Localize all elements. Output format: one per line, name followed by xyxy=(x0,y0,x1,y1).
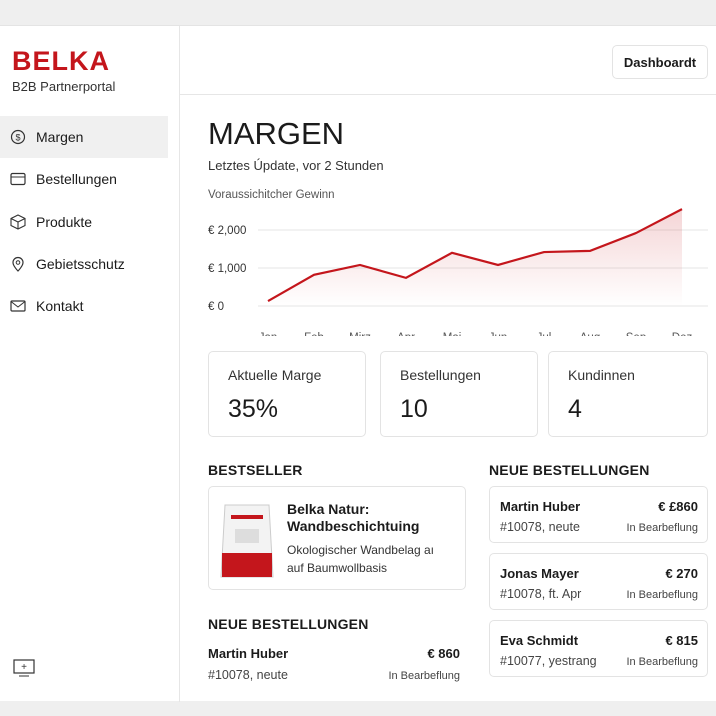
y-tick-label: € 2,000 xyxy=(208,225,246,237)
icon xyxy=(10,172,26,186)
order-name: Jonas Mayer xyxy=(500,566,579,581)
order-name: Martin Huber xyxy=(208,646,289,661)
header-divider xyxy=(180,94,716,95)
stat-value: 4 xyxy=(568,395,582,423)
stat-value: 35% xyxy=(228,395,279,423)
icon: $ xyxy=(10,129,26,145)
svg-text:+: + xyxy=(21,662,27,673)
order-status: In Bearbeflung xyxy=(626,656,698,668)
x-tick-label: Jun xyxy=(489,332,508,336)
bestseller-card[interactable]: Belka Natur: Wandbeschichtuing Okologisc… xyxy=(208,486,466,590)
section-heading: BESTSELLER xyxy=(208,462,303,478)
product-name: Belka Natur: Wandbeschichtuing xyxy=(287,501,420,534)
order-card[interactable]: Martin Huber € £860 #10078, neute In Bearbe… xyxy=(489,486,708,543)
order-meta: #10078, ft. Apr xyxy=(500,587,582,601)
x-tick-label: Jan xyxy=(259,332,278,336)
order-card[interactable]: Eva Schmidt € 815 #10077, yestrang In Bearb… xyxy=(489,620,708,677)
stat-label: Kundinnen xyxy=(568,367,635,383)
order-status: In Bearbeflung xyxy=(626,589,698,601)
order-amount: € 270 xyxy=(665,566,698,581)
order-status: In Bearbeflung xyxy=(626,522,698,534)
stat-label: Aktuelle Marge xyxy=(228,367,322,383)
app: BELKA B2B Partnerportal $ Margen Bestellu… xyxy=(0,25,716,702)
brand-subtitle: B2B Partnerportal xyxy=(12,79,116,94)
icon xyxy=(10,214,26,230)
chart: Voraussichitcher Gewinn € 0 € 1,000 € 2,00… xyxy=(208,189,708,336)
x-tick-label: Dez xyxy=(672,332,693,336)
product-description: Okologischer Wandbelag aı auf Baumwollba… xyxy=(287,543,434,575)
y-tick-label: € 0 xyxy=(208,301,224,313)
section-heading: NEUE BESTELLUNGEN xyxy=(489,462,650,478)
area xyxy=(268,209,682,306)
x-tick-label: Mai xyxy=(443,332,462,336)
stat-label: Bestellungen xyxy=(400,367,481,383)
page-title: MARGEN xyxy=(208,116,345,151)
order-name: Eva Schmidt xyxy=(500,633,579,648)
nav-item[interactable]: Produkte xyxy=(0,201,168,243)
order-amount: € 860 xyxy=(427,646,460,661)
line xyxy=(267,208,683,303)
settings-icon[interactable]: + xyxy=(12,658,36,678)
section-heading: NEUE BESTELLUNGEN xyxy=(208,616,369,632)
nav-label: Bestellungen xyxy=(36,171,117,187)
stat-card[interactable]: Bestellungen 10 xyxy=(380,351,538,437)
x-tick-label: Aug xyxy=(580,332,600,336)
nav-item[interactable]: Bestellungen xyxy=(0,158,168,200)
order-amount: € £860 xyxy=(658,499,698,514)
svg-text:$: $ xyxy=(15,133,20,143)
icon xyxy=(12,256,24,272)
order-amount: € 815 xyxy=(665,633,698,648)
page-subtitle: Letztes Úpdate, vor 2 Stunden xyxy=(208,158,384,173)
nav-label: Produkte xyxy=(36,214,93,230)
x-tick-label: Mirz xyxy=(349,332,371,336)
x-tick-label: Sep xyxy=(626,332,646,336)
stat-value: 10 xyxy=(400,395,428,423)
stat-card[interactable]: Kundinnen 4 xyxy=(548,351,708,437)
x-tick-label: Apr xyxy=(397,332,415,336)
y-axis-label: Voraussichitcher Gewinn xyxy=(208,189,335,201)
order-meta: #10078, neute xyxy=(208,668,288,682)
y-tick-label: € 1,000 xyxy=(208,263,246,275)
product-image xyxy=(220,504,274,578)
stat-card[interactable]: Aktuelle Marge 35% xyxy=(208,351,366,437)
x-tick-label: Jul xyxy=(537,332,552,336)
nav-label: Margen xyxy=(36,129,84,145)
nav-item[interactable]: Gebietsschutz xyxy=(0,243,168,285)
sidebar: BELKA B2B Partnerportal $ Margen Bestellu… xyxy=(0,26,180,702)
order-meta: #10078, neute xyxy=(500,520,580,534)
order-meta: #10077, yestrang xyxy=(500,654,597,668)
nav-item[interactable]: Kontakt xyxy=(0,285,168,327)
x-tick-label: Feb xyxy=(304,332,324,336)
nav-item[interactable]: $ Margen xyxy=(0,116,168,158)
dashboard-button[interactable]: Dashboardt xyxy=(612,45,708,79)
nav-label: Gebietsschutz xyxy=(36,256,125,272)
brand: BELKA xyxy=(12,46,110,76)
order-name: Martin Huber xyxy=(500,499,581,514)
order-card[interactable]: Jonas Mayer € 270 #10078, ft. Apr In Bearbe… xyxy=(489,553,708,610)
order-status: In Bearbeflung xyxy=(388,670,460,682)
nav-label: Kontakt xyxy=(36,298,84,314)
icon xyxy=(10,300,26,312)
